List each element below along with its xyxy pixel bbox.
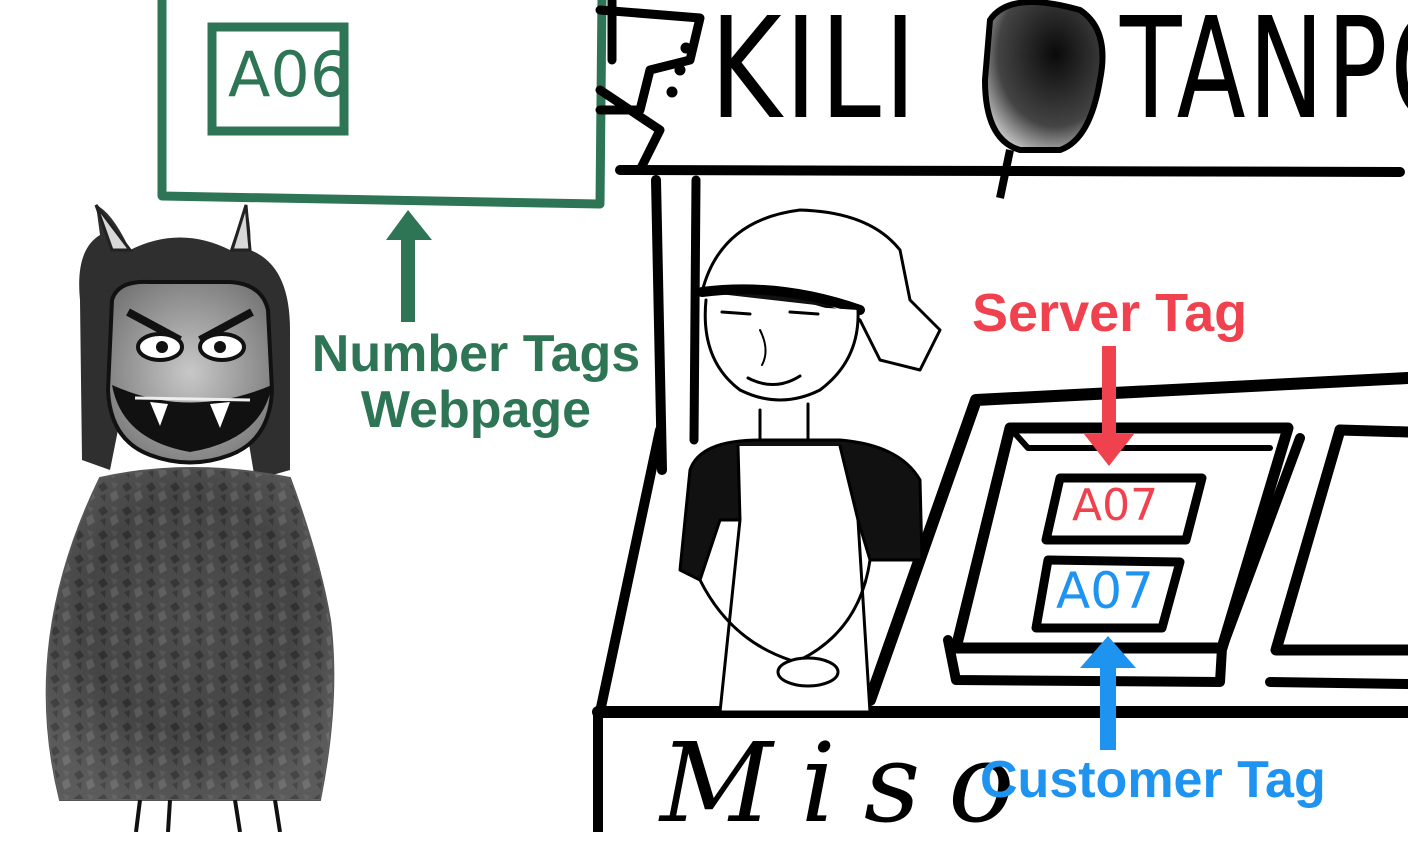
customer-number-tag: A07 bbox=[1056, 562, 1154, 620]
server-number-tag: A07 bbox=[1072, 480, 1159, 531]
number-tags-webpage-label-line2: Webpage bbox=[360, 381, 592, 439]
number-tags-webpage-label: Number Tags Webpage bbox=[296, 326, 656, 438]
webpage-number-tag: A06 bbox=[228, 38, 350, 111]
namahage-figure bbox=[45, 204, 335, 832]
webpage-arrow bbox=[386, 210, 432, 322]
customer-tag-box bbox=[1031, 555, 1185, 633]
customer-arrow bbox=[1080, 636, 1136, 750]
stall-structure bbox=[592, 0, 1408, 832]
server-tag-box bbox=[1041, 473, 1207, 545]
stall-front-text: Miso bbox=[660, 719, 1043, 847]
server-arrow bbox=[1084, 346, 1134, 466]
server-person bbox=[678, 208, 942, 714]
sign-text-right: TANPO bbox=[1120, 0, 1408, 151]
sign-text-left: KILI bbox=[710, 0, 920, 151]
number-tags-webpage-label-line1: Number Tags bbox=[311, 325, 641, 383]
server-tag-label: Server Tag bbox=[972, 283, 1248, 343]
kiritanpo-icon bbox=[981, 0, 1106, 199]
customer-tag-label: Customer Tag bbox=[980, 751, 1326, 809]
webpage-window bbox=[157, 0, 607, 322]
webpage-number-tag-box bbox=[207, 22, 349, 136]
